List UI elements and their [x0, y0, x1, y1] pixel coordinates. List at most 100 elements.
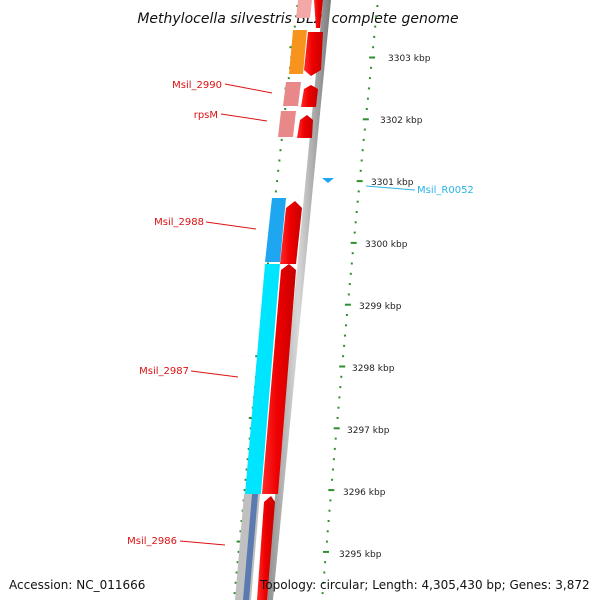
- cds-top: [314, 0, 323, 28]
- cds-arrow-msil-2990: [301, 85, 318, 107]
- leader-rpsm: [220, 113, 268, 122]
- tick-mark: [237, 550, 240, 553]
- tick-mark: [332, 458, 335, 461]
- tick-mark: [374, 25, 377, 28]
- kbp-label: 3303 kbp: [388, 54, 431, 64]
- tick-mark: [244, 478, 247, 481]
- tick-mark: [347, 293, 350, 296]
- gene-label-msil-2988: Msil_2988: [154, 217, 204, 228]
- tick-mark: [293, 25, 296, 28]
- tick-mark: [375, 15, 378, 18]
- leader-msil-r0052: [365, 185, 416, 191]
- tick-mark: [332, 468, 334, 471]
- outer-feature-track: [235, 0, 312, 600]
- kbp-label: 3296 kbp: [343, 488, 386, 498]
- tick-mark: [274, 190, 277, 193]
- tick-mark: [366, 97, 369, 100]
- tick-mark: [356, 200, 359, 203]
- tick-mark: [338, 396, 341, 399]
- accession-text: Accession: NC_011666: [9, 578, 146, 592]
- gene-label-msil-2987: Msil_2987: [139, 366, 189, 377]
- kbp-label: 3301 kbp: [371, 178, 414, 188]
- gene-label-rpsm: rpsM: [194, 110, 218, 121]
- tick-mark: [246, 458, 249, 461]
- tick-mark: [324, 561, 327, 564]
- gene-msil-2988-block: [265, 198, 286, 262]
- gene-msil-2987-block: [245, 264, 280, 494]
- gene-msil-2986-slate-block: [243, 494, 258, 600]
- tick-mark: [339, 365, 346, 368]
- tick-mark: [323, 571, 326, 574]
- tick-mark: [327, 520, 330, 522]
- tick-mark: [362, 138, 365, 141]
- tick-mark: [351, 252, 354, 255]
- tick-mark: [322, 581, 325, 584]
- tick-mark: [328, 509, 331, 512]
- tick-mark: [363, 128, 366, 131]
- cds-arrow-rpsm: [297, 115, 313, 138]
- tick-mark: [362, 118, 369, 121]
- tick-mark: [367, 87, 370, 90]
- tick-mark: [249, 427, 252, 430]
- tick-mark: [350, 262, 353, 265]
- tick-mark: [277, 169, 280, 172]
- leader-msil-2987: [190, 370, 239, 378]
- tick-mark: [245, 468, 248, 471]
- tick-mark: [236, 540, 243, 543]
- tick-mark: [350, 241, 357, 244]
- tick-mark: [340, 375, 343, 378]
- tick-mark: [337, 406, 340, 409]
- rna-marker: [322, 178, 334, 183]
- tick-mark: [345, 314, 348, 316]
- tick-mark: [354, 221, 357, 224]
- tick-mark: [355, 211, 358, 213]
- tick-mark: [233, 592, 236, 595]
- tick-mark: [339, 386, 342, 389]
- kbp-label: 3297 kbp: [347, 426, 390, 436]
- tick-mark: [345, 324, 347, 327]
- map-title: Methylocella silvestris BL2, complete ge…: [137, 11, 458, 27]
- tick-mark: [267, 262, 269, 265]
- rna-label-msil-r0052: Msil_R0052: [417, 185, 474, 196]
- tick-mark: [247, 447, 250, 450]
- tick-mark: [373, 35, 376, 38]
- tick-mark: [333, 427, 340, 430]
- tick-mark: [331, 478, 334, 481]
- tick-mark: [276, 180, 279, 183]
- tick-mark: [235, 571, 238, 574]
- tick-mark: [349, 272, 352, 275]
- tick-mark: [359, 169, 362, 172]
- tick-mark: [239, 530, 242, 533]
- cds-arrow-msil-2987: [262, 264, 296, 494]
- leader-msil-2990: [224, 83, 273, 94]
- tick-mark: [336, 417, 339, 419]
- tick-mark: [357, 190, 360, 193]
- tick-mark: [287, 77, 290, 80]
- tick-mark: [236, 561, 239, 564]
- cds-arrow-msil-2986: [257, 496, 275, 600]
- tick-mark: [344, 303, 351, 306]
- inner-tick-track: [321, 5, 379, 595]
- tick-mark: [279, 149, 282, 152]
- topology-text: Topology: circular; Length: 4,305,430 bp…: [260, 578, 590, 592]
- gene-label-msil-2986: Msil_2986: [127, 536, 177, 547]
- cds-arrow-msil-2988: [280, 201, 302, 264]
- kbp-label: 3298 kbp: [352, 364, 395, 374]
- gene-top-pink-block: [296, 0, 312, 18]
- tick-mark: [325, 540, 328, 543]
- tick-mark: [343, 344, 346, 347]
- tick-mark: [360, 159, 363, 162]
- tick-mark: [295, 15, 298, 18]
- tick-mark: [334, 437, 337, 440]
- tick-mark: [284, 108, 287, 110]
- tick-mark: [370, 66, 372, 69]
- tick-mark: [368, 77, 371, 80]
- tick-mark: [280, 138, 283, 141]
- tick-mark: [356, 180, 363, 183]
- tick-mark: [329, 499, 332, 502]
- gene-rpsm-block: [278, 111, 297, 137]
- gene-label-msil-2990: Msil_2990: [172, 80, 222, 91]
- tick-mark: [243, 489, 246, 492]
- tick-mark: [376, 5, 379, 7]
